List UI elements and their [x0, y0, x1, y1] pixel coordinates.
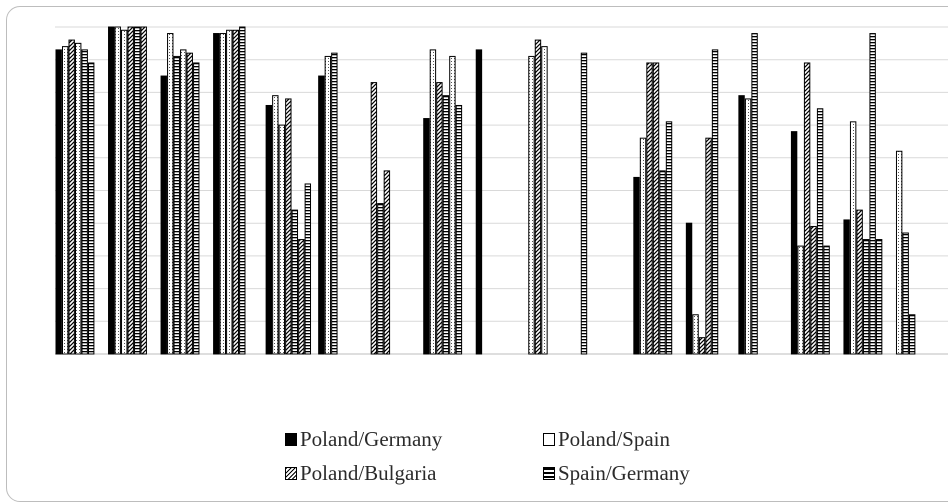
legend-swatch-dots-icon [543, 433, 555, 446]
bar-spain-germany [908, 314, 916, 355]
bar-poland-bulgaria [810, 225, 817, 355]
bar-poland-germany [790, 131, 798, 355]
bar-spain-germany [902, 232, 909, 355]
bar-poland-bulgaria [232, 29, 239, 355]
bar-poland-spain [278, 124, 286, 355]
bar-poland-bulgaria [534, 39, 542, 355]
bar-poland-germany [685, 222, 693, 355]
bar-poland-germany [108, 26, 115, 355]
bar-poland-germany [738, 95, 745, 355]
bar-poland-germany [423, 118, 430, 355]
bar-spain-germany [823, 245, 830, 355]
legend-item-poland-bulgaria: Poland/Bulgaria [285, 461, 436, 486]
legend-label: Poland/Germany [300, 427, 443, 451]
legend-item-poland-germany: Poland/Germany [285, 427, 442, 452]
bar-poland-bulgaria [646, 62, 653, 355]
bar-poland-spain [692, 314, 699, 355]
bar-poland-spain [272, 95, 279, 355]
bar-poland-bulgaria [383, 170, 391, 355]
bar-poland-bulgaria [698, 337, 706, 355]
bar-spain-germany [869, 33, 876, 355]
bar-poland-bulgaria [803, 62, 811, 355]
bar-poland-germany [213, 33, 220, 355]
legend-swatch-diag-icon [285, 467, 297, 480]
bar-spain-germany [442, 95, 450, 355]
bar-poland-spain [449, 55, 456, 355]
bar-poland-bulgaria [436, 82, 443, 355]
bar-spain-germany [81, 49, 88, 355]
bar-poland-spain [895, 150, 903, 355]
bar-poland-spain [849, 121, 857, 355]
bar-spain-germany [291, 209, 299, 355]
bar-poland-germany [318, 75, 325, 355]
bar-poland-bulgaria [186, 52, 193, 355]
bar-poland-bulgaria [285, 98, 292, 355]
bar-poland-bulgaria [140, 26, 147, 355]
bar-poland-spain [167, 33, 174, 355]
bar-poland-germany [475, 49, 483, 355]
bar-poland-germany [633, 176, 640, 355]
bar-spain-germany [751, 33, 758, 355]
bar-poland-germany [160, 75, 167, 355]
legend-label: Spain/Germany [558, 461, 690, 485]
bar-spain-germany [173, 55, 180, 355]
bar-spain-germany [455, 104, 463, 355]
bar-poland-bulgaria [856, 209, 863, 355]
bars-layer [55, 26, 916, 355]
bar-poland-spain [219, 33, 226, 355]
bar-poland-spain [528, 55, 535, 355]
bar-spain-germany [239, 26, 246, 355]
legend-item-poland-spain: Poland/Spain [543, 427, 670, 452]
legend-swatch-solid-icon [285, 433, 297, 446]
bar-poland-spain [744, 98, 752, 355]
bar-poland-spain [429, 49, 437, 355]
legend-label: Poland/Bulgaria [300, 461, 437, 485]
bar-poland-bulgaria [652, 62, 660, 355]
bar-poland-spain [180, 49, 187, 355]
gridlines [55, 26, 948, 355]
bar-poland-spain [324, 55, 332, 355]
bar-spain-germany [331, 52, 338, 355]
bar-poland-spain [541, 46, 548, 355]
bar-poland-spain [121, 29, 128, 355]
bar-poland-bulgaria [370, 82, 378, 355]
bar-spain-germany [875, 239, 883, 355]
bar-poland-spain [114, 26, 121, 355]
bar-poland-spain [226, 29, 233, 355]
bar-poland-bulgaria [298, 239, 305, 355]
bar-spain-germany [193, 62, 200, 355]
bar-spain-germany [711, 49, 719, 355]
bar-spain-germany [816, 108, 824, 355]
bar-poland-spain [75, 42, 82, 355]
bar-spain-germany [862, 239, 870, 355]
bar-poland-bulgaria [68, 39, 75, 355]
bar-spain-germany [304, 183, 312, 355]
legend-item-spain-germany: Spain/Germany [543, 461, 690, 486]
bar-spain-germany [665, 121, 673, 355]
bar-spain-germany [88, 62, 95, 355]
legend-label: Poland/Spain [558, 427, 671, 451]
bar-spain-germany [580, 52, 588, 355]
bar-poland-bulgaria [127, 26, 134, 355]
bar-spain-germany [659, 170, 666, 355]
bar-poland-spain [639, 137, 647, 355]
bar-poland-germany [843, 219, 850, 355]
bar-spain-germany [134, 26, 141, 355]
legend-swatch-stripe-icon [543, 467, 555, 480]
bar-poland-spain [797, 245, 804, 355]
bar-poland-germany [55, 49, 62, 355]
bar-poland-germany [265, 104, 273, 355]
bar-poland-spain [62, 46, 69, 355]
bar-spain-germany [377, 203, 384, 355]
bar-poland-bulgaria [705, 137, 712, 355]
